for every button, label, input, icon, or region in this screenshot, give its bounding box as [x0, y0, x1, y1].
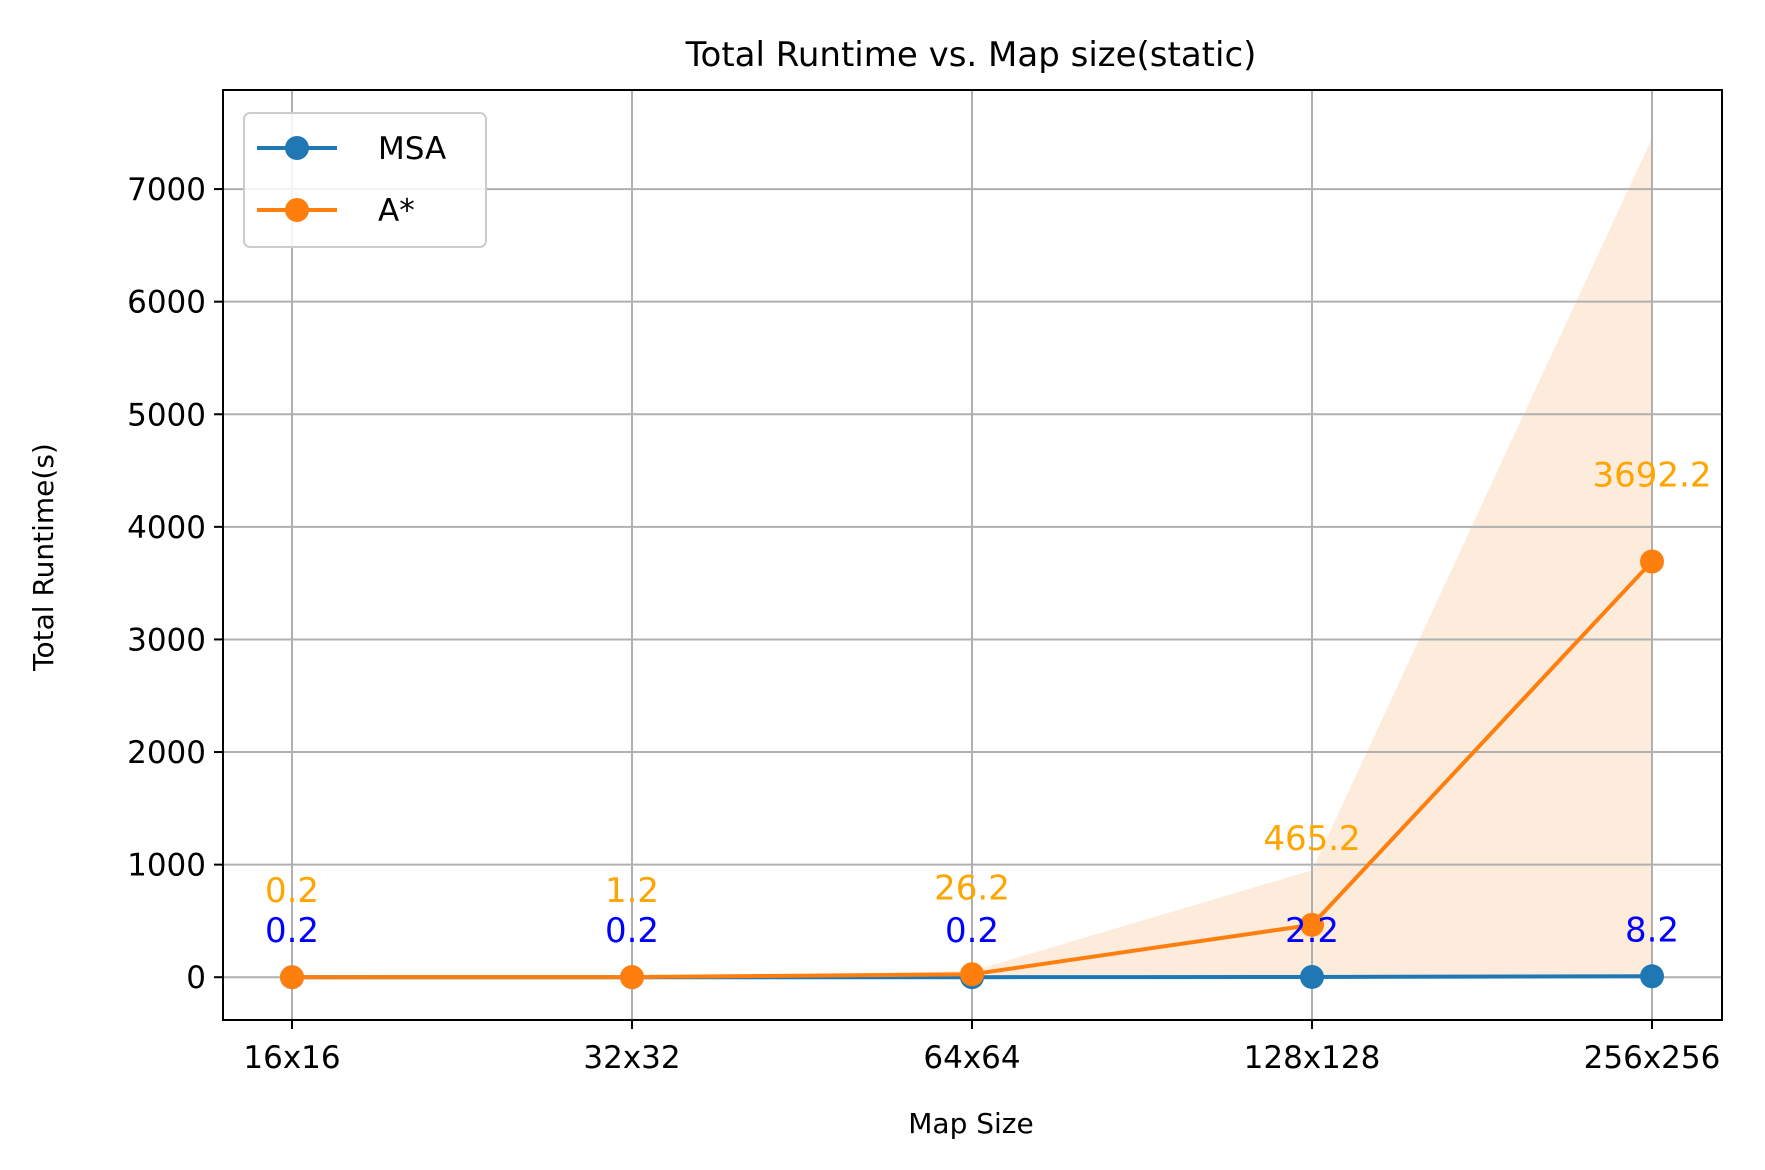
confidence-band-1 — [292, 138, 1652, 978]
y-axis-label: Total Runtime(s) — [27, 443, 60, 672]
x-tick-label: 128x128 — [1244, 1040, 1381, 1076]
chart-title: Total Runtime vs. Map size(static) — [685, 35, 1257, 75]
x-tick-label: 32x32 — [583, 1040, 680, 1076]
data-label: 2.2 — [1285, 911, 1339, 951]
data-label: 26.2 — [934, 868, 1010, 908]
plot-area: 0.2 0.2 0.2 2.2 8.20.2 1.2 26.2465.23692.216x1… — [127, 89, 1723, 1076]
legend-marker — [285, 198, 309, 222]
x-axis-label: Map Size — [908, 1107, 1033, 1140]
data-label: 0.2 — [265, 911, 319, 951]
y-tick-label: 2000 — [127, 735, 206, 771]
x-tick-label: 16x16 — [243, 1040, 340, 1076]
y-tick-label: 7000 — [127, 172, 206, 208]
data-point — [620, 965, 644, 990]
legend-box — [243, 112, 487, 248]
y-tick-label: 3000 — [127, 622, 206, 658]
data-label: 3692.2 — [1593, 456, 1712, 496]
y-tick-label: 0 — [186, 960, 206, 996]
legend-label: MSA — [378, 131, 446, 167]
data-label: 0.2 — [605, 911, 659, 951]
x-tick-label: 64x64 — [923, 1040, 1020, 1076]
data-label: 0.2 — [265, 871, 319, 911]
data-label: 8.2 — [1625, 910, 1679, 950]
y-tick-label: 5000 — [127, 397, 206, 433]
data-point — [280, 965, 304, 990]
legend-label: A* — [378, 193, 415, 229]
data-label: 0.2 — [945, 911, 999, 951]
y-tick-label: 1000 — [127, 848, 206, 884]
y-tick-label: 6000 — [127, 285, 206, 321]
data-point — [1640, 964, 1664, 989]
data-point — [960, 962, 984, 987]
y-tick-label: 4000 — [127, 510, 206, 546]
data-label: 465.2 — [1263, 819, 1360, 859]
data-point — [1300, 912, 1324, 937]
legend: MSA A* — [243, 112, 487, 248]
data-label: 1.2 — [605, 871, 659, 911]
data-point — [1640, 549, 1664, 574]
x-tick-label: 256x256 — [1584, 1040, 1721, 1076]
legend-marker — [285, 136, 309, 160]
data-point — [1300, 964, 1324, 989]
